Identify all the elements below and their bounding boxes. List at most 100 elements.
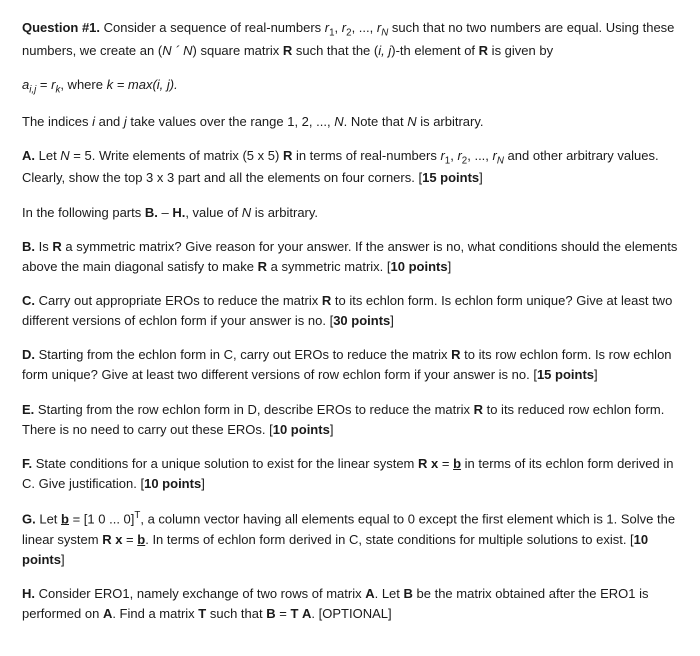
part-d: D. Starting from the echlon form in C, c…: [22, 345, 678, 385]
matrix-B: B: [404, 586, 413, 601]
text: ]: [448, 259, 452, 274]
text: a symmetric matrix. [: [267, 259, 391, 274]
text: and: [95, 114, 124, 129]
times: ´: [172, 43, 184, 58]
var-N: N: [407, 114, 416, 129]
text: in terms of real-numbers: [292, 148, 440, 163]
matrix-R: R: [52, 239, 61, 254]
text: = 5. Write elements of matrix (5 x 5): [70, 148, 283, 163]
matrix-B: B: [266, 606, 275, 621]
part-label-e: E.: [22, 402, 34, 417]
text: =: [122, 532, 137, 547]
text: The indices: [22, 114, 92, 129]
text: ,: [335, 20, 342, 35]
text: ]: [390, 313, 394, 328]
points: 10 points: [273, 422, 330, 437]
text: Starting from the echlon form in C, carr…: [35, 347, 451, 362]
sub-N: N: [497, 155, 504, 166]
text: . Let: [375, 586, 404, 601]
idx-ij: i, j: [157, 77, 170, 92]
definition: ai,j = rk, where k = max(i, j).: [22, 75, 678, 98]
matrix-R: R: [283, 43, 292, 58]
part-label-a: A.: [22, 148, 35, 163]
var-N: N: [242, 205, 251, 220]
question-intro: Question #1. Consider a sequence of real…: [22, 18, 678, 61]
label-h: H.: [172, 205, 185, 220]
part-b: B. Is R a symmetric matrix? Give reason …: [22, 237, 678, 277]
text: =: [276, 606, 291, 621]
text: Carry out appropriate EROs to reduce the…: [35, 293, 322, 308]
text: is arbitrary.: [251, 205, 318, 220]
matrix-R: R: [418, 456, 427, 471]
text: such that: [206, 606, 266, 621]
matrix-A: A: [103, 606, 112, 621]
vec-b: b: [453, 456, 461, 471]
text: = [1 0 ... 0]: [69, 511, 134, 526]
part-f: F. State conditions for a unique solutio…: [22, 454, 678, 494]
label-b: B.: [145, 205, 158, 220]
text: , where: [60, 77, 106, 92]
text: , ...,: [352, 20, 377, 35]
text: ]: [61, 552, 65, 567]
text: , value of: [185, 205, 241, 220]
text: ) square matrix: [193, 43, 283, 58]
part-label-f: F.: [22, 456, 32, 471]
part-label-c: C.: [22, 293, 35, 308]
matrix-T: T: [290, 606, 298, 621]
var-N: N: [183, 43, 192, 58]
points: 10 points: [391, 259, 448, 274]
part-a: A. Let N = 5. Write elements of matrix (…: [22, 146, 678, 189]
text: Let: [35, 148, 60, 163]
text: Is: [35, 239, 52, 254]
part-label-b: B.: [22, 239, 35, 254]
text: State conditions for a unique solution t…: [32, 456, 418, 471]
matrix-A: A: [302, 606, 311, 621]
var-N: N: [162, 43, 171, 58]
idx-ij: i, j: [378, 43, 391, 58]
text: In the following parts: [22, 205, 145, 220]
text: ]: [594, 367, 598, 382]
text: ]: [201, 476, 205, 491]
range-note: The indices i and j take values over the…: [22, 112, 678, 132]
part-g: G. Let b = [1 0 ... 0]T, a column vector…: [22, 508, 678, 570]
text: ]: [479, 170, 483, 185]
question-label: Question #1.: [22, 20, 100, 35]
part-label-h: H.: [22, 586, 35, 601]
text: take values over the range 1, 2, ...,: [127, 114, 334, 129]
text: Let: [36, 511, 61, 526]
text: ]: [330, 422, 334, 437]
matrix-R: R: [322, 293, 331, 308]
part-e: E. Starting from the row echlon form in …: [22, 400, 678, 440]
var-N: N: [334, 114, 343, 129]
vec-x: x: [112, 532, 123, 547]
points: 10 points: [144, 476, 201, 491]
text: Consider a sequence of real-numbers: [100, 20, 325, 35]
matrix-R: R: [258, 259, 267, 274]
part-h: H. Consider ERO1, namely exchange of two…: [22, 584, 678, 624]
part-label-g: G.: [22, 511, 36, 526]
text: =: [36, 77, 51, 92]
matrix-R: R: [479, 43, 488, 58]
text: . Find a matrix: [112, 606, 198, 621]
text: , ...,: [467, 148, 492, 163]
text: such that the (: [292, 43, 378, 58]
matrix-R: R: [283, 148, 292, 163]
matrix-R: R: [474, 402, 483, 417]
note-b-to-h: In the following parts B. – H., value of…: [22, 203, 678, 223]
text: ).: [170, 77, 178, 92]
text: is given by: [488, 43, 553, 58]
points: 30 points: [333, 313, 390, 328]
points: 15 points: [422, 170, 479, 185]
text: . Note that: [344, 114, 408, 129]
matrix-R: R: [451, 347, 460, 362]
var-N: N: [60, 148, 69, 163]
part-label-d: D.: [22, 347, 35, 362]
matrix-A: A: [365, 586, 374, 601]
text: . [OPTIONAL]: [311, 606, 391, 621]
expr-k: k = max(: [107, 77, 157, 92]
matrix-R: R: [102, 532, 111, 547]
text: =: [438, 456, 453, 471]
text: )-th element of: [391, 43, 478, 58]
vec-x: x: [427, 456, 438, 471]
text: . In terms of echlon form derived in C, …: [145, 532, 633, 547]
